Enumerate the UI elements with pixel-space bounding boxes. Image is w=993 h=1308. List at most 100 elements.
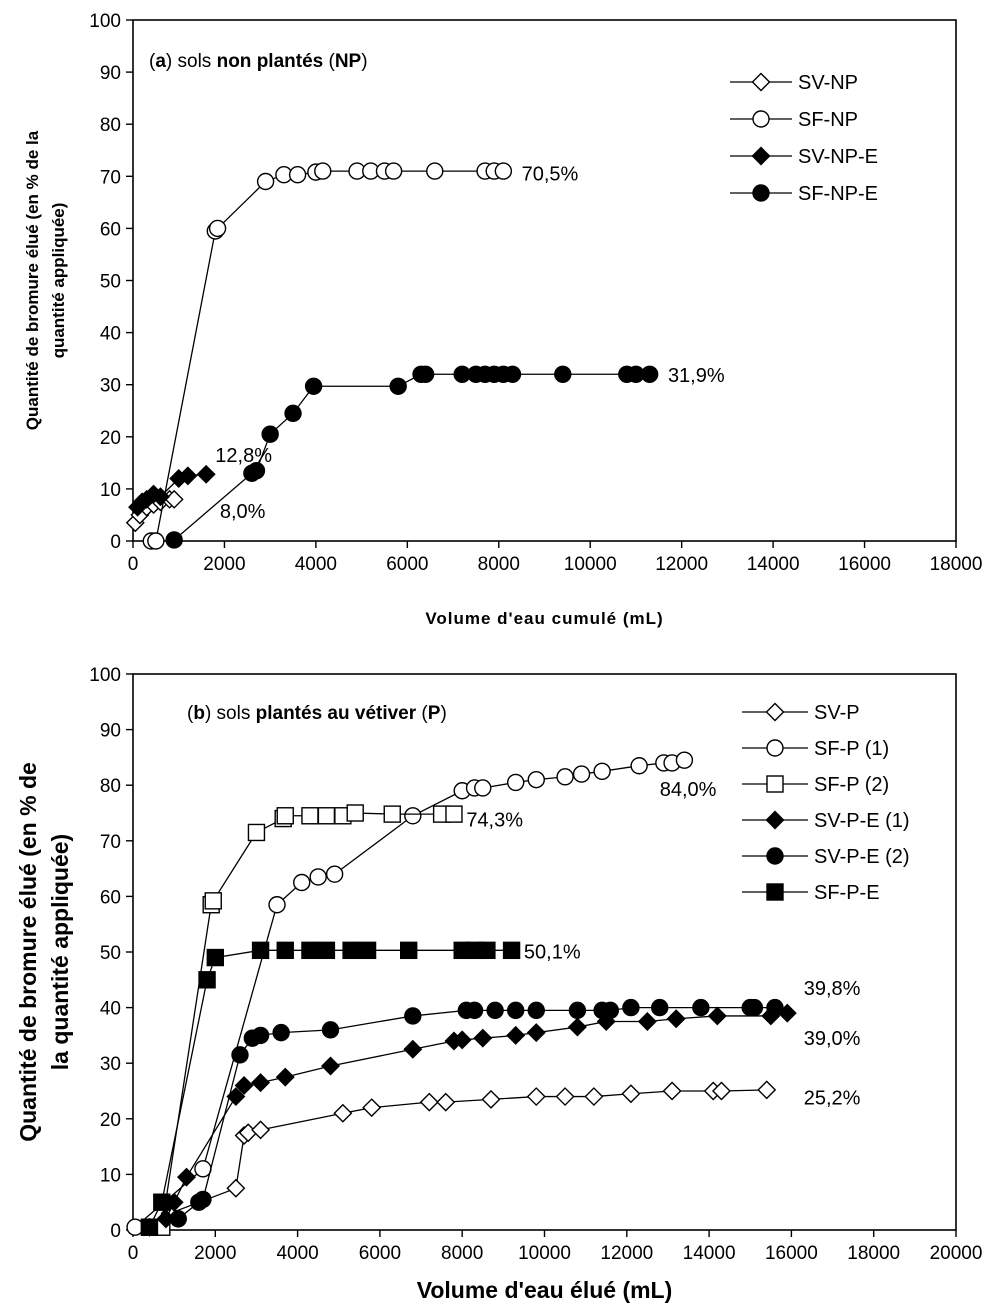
panel-a-y-tick-label: 10 bbox=[100, 480, 121, 501]
panel-a-legend-marker bbox=[752, 184, 770, 202]
panel-b-title-part: P bbox=[428, 703, 441, 724]
panel-b-data-point bbox=[692, 998, 710, 1017]
panel-b-data-point bbox=[527, 1001, 545, 1020]
panel-a-legend-entry: SF-NP bbox=[730, 109, 858, 131]
panel-b-data-point bbox=[177, 1167, 196, 1187]
panel-b-data-point bbox=[651, 998, 669, 1017]
panel-b-data-point bbox=[555, 1087, 575, 1107]
panel-b-data-point bbox=[194, 1160, 212, 1178]
panel-a-x-tick-label: 18000 bbox=[930, 554, 983, 575]
panel-b-data-point bbox=[766, 998, 784, 1017]
panel-a-data-point bbox=[314, 162, 332, 180]
panel-b-x-tick-label: 2000 bbox=[194, 1243, 236, 1264]
panel-b-data-point bbox=[666, 1009, 686, 1029]
panel-b-legend-entry: SV-P-E (2) bbox=[742, 846, 910, 868]
panel-b-data-point bbox=[506, 773, 525, 792]
panel-b-data-point bbox=[342, 941, 360, 960]
panel-b-data-point bbox=[526, 1087, 546, 1107]
panel-b-data-point bbox=[675, 751, 694, 769]
panel-b-data-point bbox=[593, 762, 611, 781]
panel-b-y-tick-label: 30 bbox=[100, 1054, 121, 1075]
panel-a-title-part: NP bbox=[335, 51, 362, 72]
panel-b-title-part: ) sols bbox=[205, 703, 256, 724]
panel-b-data-point bbox=[621, 1084, 641, 1104]
panel-b-data-point bbox=[333, 1103, 353, 1123]
panel-b-legend-label: SF-P (2) bbox=[814, 774, 889, 796]
panel-b-data-point bbox=[226, 1178, 246, 1198]
panel-b-legend-marker bbox=[766, 739, 784, 757]
panel-b-legend-entry: SV-P-E (1) bbox=[742, 810, 910, 832]
panel-b-data-point bbox=[194, 1190, 212, 1209]
panel-b-y-axis-title-line: Quantité de bromure élué (en % de bbox=[15, 762, 41, 1142]
panel-b-data-point bbox=[198, 971, 216, 989]
panel-a-title-part: ) sols bbox=[166, 51, 217, 72]
panel-b-data-point bbox=[362, 1098, 382, 1118]
panel-b-data-point bbox=[140, 1218, 159, 1236]
panel-a-x-tick-label: 8000 bbox=[478, 554, 520, 575]
panel-a-series-line bbox=[151, 170, 504, 542]
panel-a-x-axis-title: Volume d'eau cumulé (mL) bbox=[425, 609, 663, 628]
panel-b-data-point bbox=[404, 1007, 422, 1025]
panel-b-data-point bbox=[404, 807, 422, 825]
panel-b-data-point bbox=[630, 757, 648, 775]
panel-a-legend-marker bbox=[751, 146, 771, 166]
panel-b-data-point bbox=[247, 823, 266, 842]
panel-b-data-point bbox=[556, 768, 574, 786]
panel-b-data-point bbox=[568, 1001, 587, 1020]
panel-b-legend-entry: SF-P (1) bbox=[742, 738, 889, 760]
panel-b-data-point bbox=[275, 1067, 295, 1087]
panel-b-y-tick-label: 60 bbox=[100, 887, 121, 908]
panel-b-y-tick-label: 50 bbox=[100, 943, 121, 964]
panel-a-title: (a) sols non plantés (NP) bbox=[149, 51, 368, 72]
panel-a-legend-entry: SV-NP-E bbox=[730, 146, 878, 168]
panel-b-data-point bbox=[445, 805, 463, 823]
panel-b-data-point bbox=[251, 1026, 270, 1045]
panel-a-data-point bbox=[150, 487, 170, 507]
panel-b-x-tick-label: 12000 bbox=[600, 1243, 653, 1264]
panel-b-data-point bbox=[419, 1092, 439, 1112]
panel-a-data-point bbox=[261, 425, 279, 443]
panel-b-y-tick-label: 20 bbox=[100, 1110, 121, 1131]
panel-b-data-point bbox=[506, 1025, 526, 1045]
panel-a-title-part: ( bbox=[323, 51, 335, 72]
panel-b-series-line bbox=[149, 1089, 767, 1228]
panel-a-annotation: 12,8% bbox=[215, 445, 272, 467]
panel-b-legend-marker bbox=[766, 847, 784, 865]
panel-b-data-point bbox=[757, 1080, 777, 1100]
panel-b-series-line bbox=[148, 949, 512, 1228]
panel-b-title-part: plantés au vétiver bbox=[256, 703, 417, 724]
panel-a-x-tick-label: 14000 bbox=[747, 554, 800, 575]
panel-a-legend-marker bbox=[751, 72, 771, 92]
panel-a-data-point bbox=[416, 365, 435, 383]
panel-b-annotation: 39,8% bbox=[804, 978, 861, 1000]
panel-a-data-point bbox=[284, 404, 302, 423]
panel-b-data-point bbox=[153, 1193, 171, 1211]
panel-a-data-point bbox=[208, 219, 227, 238]
panel-b-data-point bbox=[234, 1075, 254, 1095]
panel-b-x-tick-label: 14000 bbox=[683, 1243, 736, 1264]
panel-a-legend-entry: SV-NP bbox=[730, 72, 858, 94]
panel-a-y-tick-label: 60 bbox=[100, 219, 121, 240]
panel-a-data-point bbox=[196, 464, 216, 484]
panel-a-x-tick-label: 4000 bbox=[295, 554, 337, 575]
panel-b-data-point bbox=[317, 807, 336, 825]
panel-b-legend-entry: SF-P (2) bbox=[742, 774, 889, 796]
panel-b-y-tick-label: 0 bbox=[110, 1221, 121, 1242]
panel-b-y-tick-label: 40 bbox=[100, 999, 121, 1020]
panel-a-title-part: a bbox=[155, 51, 166, 72]
panel-b-data-point bbox=[169, 1210, 187, 1228]
panel-a-y-tick-label: 80 bbox=[100, 115, 121, 136]
panel-a-x-tick-label: 16000 bbox=[838, 554, 891, 575]
panel-b-series-sf-p-e bbox=[140, 941, 521, 1236]
panel-b-data-point bbox=[383, 805, 401, 823]
panel-b-data-point bbox=[325, 865, 344, 883]
panel-b-legend-entry: SV-P bbox=[742, 702, 860, 724]
panel-b-data-point bbox=[268, 896, 286, 914]
panel-b-data-point bbox=[272, 1023, 290, 1042]
panel-a-x-tick-label: 2000 bbox=[203, 554, 245, 575]
panel-b-legend-marker bbox=[765, 702, 785, 722]
panel-a-x-tick-label: 6000 bbox=[386, 554, 428, 575]
panel-b-annotation: 84,0% bbox=[660, 779, 717, 801]
panel-b-x-tick-label: 4000 bbox=[276, 1243, 318, 1264]
panel-b-data-point bbox=[622, 998, 640, 1017]
